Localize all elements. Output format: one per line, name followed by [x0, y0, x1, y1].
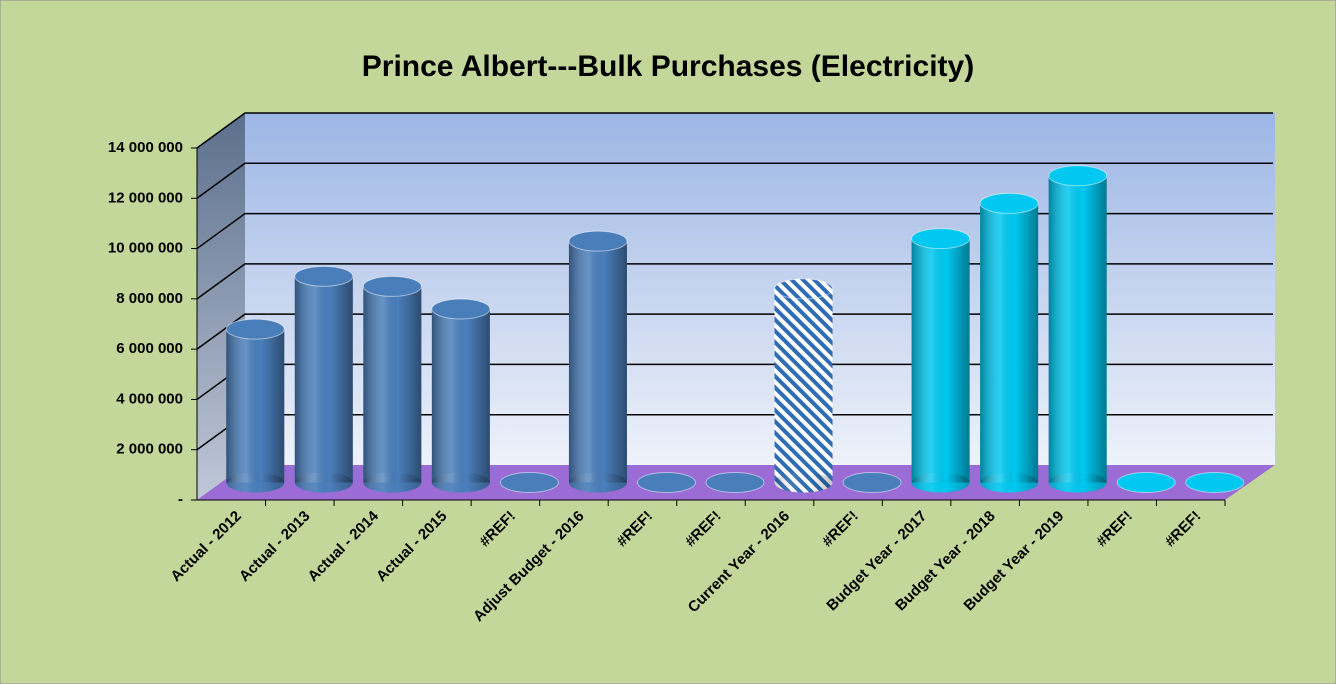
- bar: [568, 230, 628, 493]
- bar-base-shade: [431, 472, 490, 493]
- bar-top: [842, 472, 902, 493]
- bar-top: [294, 265, 354, 287]
- bar: [499, 472, 559, 493]
- bar-shade: [226, 329, 285, 483]
- bar-top: [636, 472, 696, 493]
- bar-shade: [294, 276, 353, 483]
- bar-shade: [431, 309, 490, 483]
- bar: [979, 192, 1039, 493]
- bar-base-shade: [568, 472, 627, 493]
- bar-top: [1185, 472, 1245, 493]
- chart-title: Prince Albert---Bulk Purchases (Electric…: [362, 50, 974, 83]
- bar: [431, 298, 491, 493]
- bar-top: [1048, 165, 1108, 187]
- bar-shade: [980, 203, 1039, 483]
- bar-shade: [363, 286, 422, 483]
- bar-top: [431, 298, 491, 320]
- bar-base-shade: [980, 472, 1039, 493]
- bar: [1048, 165, 1108, 493]
- bar-base-shade: [363, 472, 422, 493]
- y-tick-label: 10 000 000: [108, 240, 183, 257]
- bar: [636, 472, 696, 493]
- bar-top: [774, 278, 834, 300]
- bar: [1116, 472, 1176, 493]
- bar-shade: [911, 238, 970, 483]
- bar-top: [499, 472, 559, 493]
- bar: [774, 278, 834, 493]
- bar-top: [362, 275, 422, 297]
- bar: [911, 228, 971, 493]
- y-tick-label: 2 000 000: [116, 441, 183, 458]
- bar-top: [225, 318, 285, 340]
- y-tick-label: 14 000 000: [108, 139, 183, 156]
- bar-base-shade: [1048, 472, 1107, 493]
- bar-top: [979, 192, 1039, 214]
- bar-shade: [568, 241, 627, 483]
- bar-base-shade: [774, 472, 833, 493]
- bar-body: [774, 288, 833, 483]
- grid-line: [196, 212, 1273, 250]
- y-tick-label: -: [178, 491, 183, 508]
- bar-shade: [1048, 175, 1107, 483]
- grid-line: [196, 112, 1273, 149]
- bar: [1185, 472, 1245, 493]
- y-tick-label: 4 000 000: [116, 390, 183, 407]
- bar: [294, 265, 354, 493]
- y-tick-label: 8 000 000: [116, 290, 183, 307]
- bar-base-shade: [911, 472, 970, 493]
- bar-base-shade: [226, 472, 285, 493]
- bar: [362, 275, 422, 493]
- bar-base-shade: [294, 472, 353, 493]
- bar-top: [911, 228, 971, 250]
- bar: [705, 472, 765, 493]
- bar-top: [1116, 472, 1176, 493]
- y-tick-label: 12 000 000: [108, 189, 183, 206]
- y-tick-label: 6 000 000: [116, 340, 183, 357]
- bar-top: [568, 230, 628, 252]
- grid-line: [196, 162, 1273, 199]
- bar-top: [705, 472, 765, 493]
- bar: [842, 472, 902, 493]
- bar: [225, 318, 285, 493]
